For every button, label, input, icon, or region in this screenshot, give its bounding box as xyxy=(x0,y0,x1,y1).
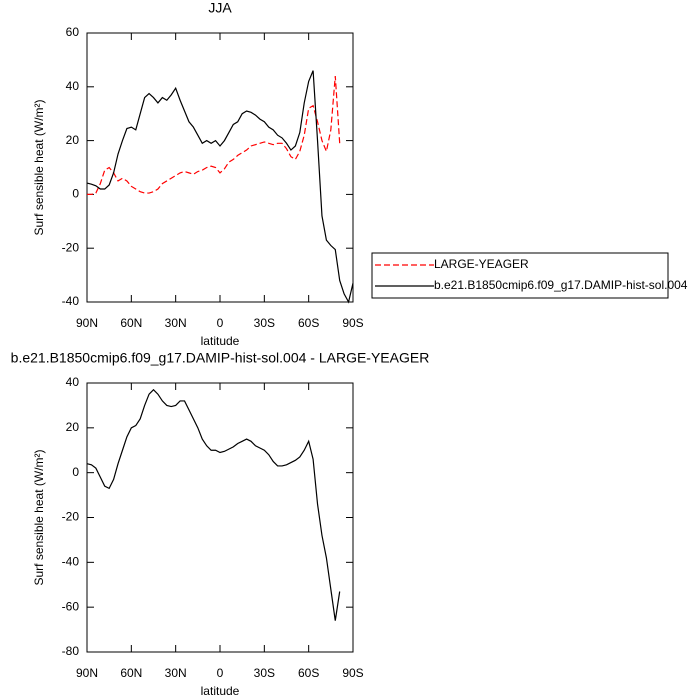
series-line xyxy=(86,388,341,621)
x-tick-label: 90S xyxy=(342,316,363,330)
y-tick-label: 20 xyxy=(66,420,80,434)
chart-title: b.e21.B1850cmip6.f09_g17.DAMIP-hist-sol.… xyxy=(11,350,430,366)
x-tick-label: 60N xyxy=(120,666,142,680)
x-tick-label: 90N xyxy=(76,666,98,680)
y-tick-label: -40 xyxy=(62,294,80,308)
y-axis-label: Surf sensible heat (W/m²) xyxy=(32,99,46,235)
x-tick-label: 90S xyxy=(342,666,363,680)
x-tick-label: 60S xyxy=(298,316,319,330)
y-tick-label: -80 xyxy=(62,644,80,658)
x-tick-label: 0 xyxy=(217,316,224,330)
y-tick-label: -60 xyxy=(62,599,80,613)
y-tick-label: 60 xyxy=(66,25,80,39)
legend-label: LARGE-YEAGER xyxy=(434,257,529,271)
y-tick-label: 40 xyxy=(66,79,80,93)
x-tick-label: 30S xyxy=(254,316,275,330)
y-tick-label: -20 xyxy=(62,240,80,254)
y-tick-label: 40 xyxy=(66,375,80,389)
y-axis-label: Surf sensible heat (W/m²) xyxy=(32,449,46,585)
x-tick-label: 90N xyxy=(76,316,98,330)
y-tick-label: 0 xyxy=(72,465,79,479)
chart-title: JJA xyxy=(208,0,232,16)
x-tick-label: 60N xyxy=(120,316,142,330)
y-tick-label: -20 xyxy=(62,510,80,524)
x-axis-label: latitude xyxy=(201,334,240,348)
x-tick-label: 0 xyxy=(217,666,224,680)
y-tick-label: -40 xyxy=(62,555,80,569)
x-tick-label: 30S xyxy=(254,666,275,680)
x-tick-label: 30N xyxy=(165,316,187,330)
y-tick-label: 0 xyxy=(72,187,79,201)
plot-frame xyxy=(86,382,354,653)
plot-frame xyxy=(86,32,354,303)
x-tick-label: 60S xyxy=(298,666,319,680)
legend-label: b.e21.B1850cmip6.f09_g17.DAMIP-hist-sol.… xyxy=(434,278,688,292)
x-tick-label: 30N xyxy=(165,666,187,680)
series-line xyxy=(87,75,341,195)
legend-box xyxy=(371,252,669,299)
x-axis-label: latitude xyxy=(201,684,240,698)
y-tick-label: 20 xyxy=(66,133,80,147)
series-line xyxy=(86,70,354,304)
